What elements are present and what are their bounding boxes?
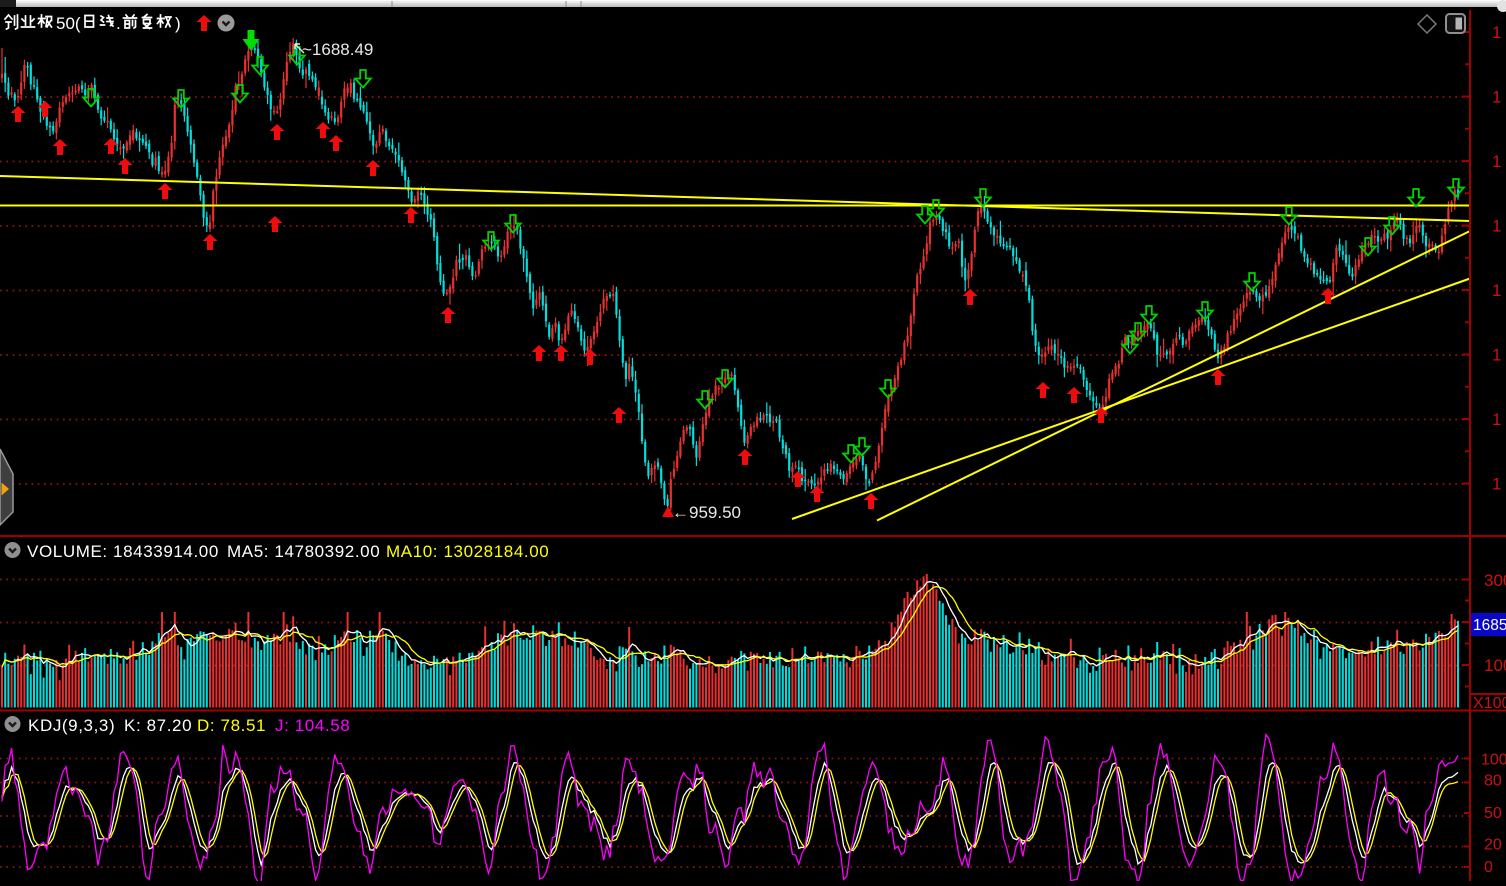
svg-text:1: 1 bbox=[1492, 217, 1501, 236]
svg-text:K: 87.20: K: 87.20 bbox=[124, 716, 192, 735]
svg-text:.: . bbox=[116, 14, 121, 33]
svg-text:1: 1 bbox=[1492, 475, 1501, 494]
svg-text:1: 1 bbox=[1492, 88, 1501, 107]
svg-text:1685.2: 1685.2 bbox=[1473, 617, 1506, 634]
svg-text:1: 1 bbox=[1492, 410, 1501, 429]
svg-text:0: 0 bbox=[1484, 859, 1493, 876]
svg-text:X10000: X10000 bbox=[1473, 695, 1506, 712]
svg-text:MA5: 14780392.00: MA5: 14780392.00 bbox=[227, 542, 380, 561]
svg-text:←959.50: ←959.50 bbox=[672, 503, 741, 522]
svg-text:80: 80 bbox=[1484, 773, 1502, 790]
svg-text:): ) bbox=[175, 14, 181, 33]
svg-text:3000: 3000 bbox=[1484, 571, 1506, 590]
svg-text:MA10: 13028184.00: MA10: 13028184.00 bbox=[386, 542, 549, 561]
svg-text:100: 100 bbox=[1481, 752, 1506, 769]
svg-text:VOLUME: 18433914.00: VOLUME: 18433914.00 bbox=[27, 542, 219, 561]
svg-text:1: 1 bbox=[1492, 346, 1501, 365]
svg-text:D: 78.51: D: 78.51 bbox=[197, 716, 266, 735]
svg-text:1: 1 bbox=[1492, 281, 1501, 300]
svg-text:1: 1 bbox=[1492, 23, 1501, 42]
svg-text:1: 1 bbox=[1492, 152, 1501, 171]
svg-text:KDJ(9,3,3): KDJ(9,3,3) bbox=[28, 716, 115, 735]
svg-text:J: 104.58: J: 104.58 bbox=[275, 716, 350, 735]
svg-text:50: 50 bbox=[1484, 805, 1502, 822]
svg-text:1000: 1000 bbox=[1484, 656, 1506, 675]
svg-text:20: 20 bbox=[1484, 837, 1502, 854]
svg-text:~1688.49: ~1688.49 bbox=[302, 40, 373, 59]
svg-text:50(: 50( bbox=[56, 14, 81, 33]
